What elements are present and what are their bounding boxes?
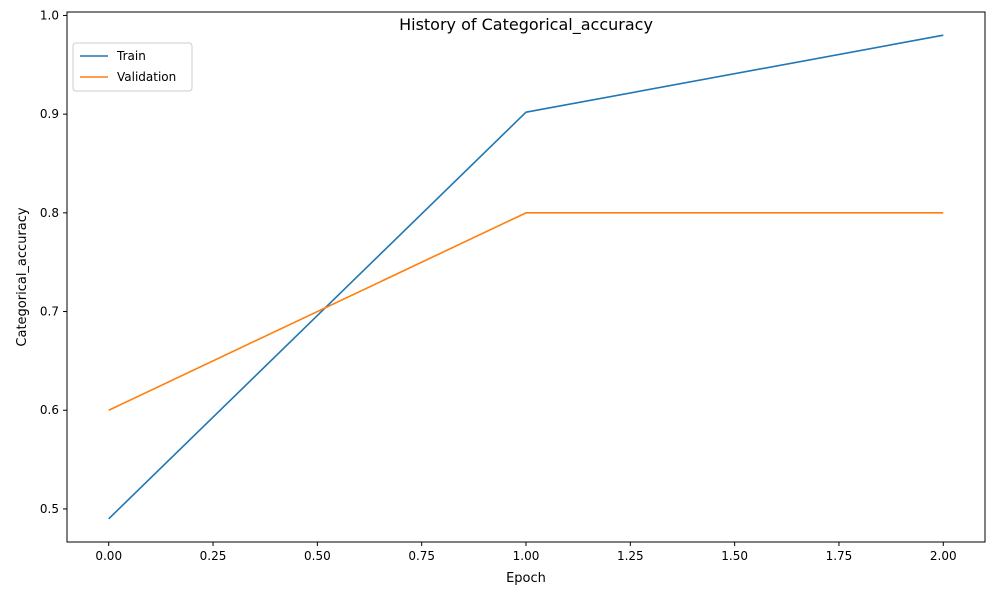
x-tick-label: 0.75 (408, 549, 435, 563)
y-axis-label: Categorical_accuracy (15, 207, 30, 346)
x-tick-label: 1.25 (617, 549, 644, 563)
x-tick-label: 0.00 (95, 549, 122, 563)
series-line-train (108, 34, 944, 520)
y-tick-label: 0.5 (40, 502, 59, 516)
x-axis-label: Epoch (506, 571, 546, 586)
x-tick-label: 1.75 (826, 549, 853, 563)
y-axis-ticks: 0.5 0.6 0.7 0.8 0.9 1.0 (40, 8, 67, 516)
axes-frame (66, 11, 986, 543)
x-tick-label: 0.25 (200, 549, 227, 563)
y-tick-label: 0.6 (40, 403, 59, 417)
x-tick-label: 2.00 (930, 549, 957, 563)
x-tick-label: 1.00 (513, 549, 540, 563)
y-tick-label: 0.7 (40, 305, 59, 319)
legend-label-validation: Validation (117, 70, 176, 84)
chart-title: History of Categorical_accuracy (399, 15, 653, 35)
plot-lines (108, 34, 944, 520)
legend-frame (72, 42, 193, 92)
series-line-validation (108, 212, 944, 411)
y-tick-label: 0.8 (40, 206, 59, 220)
legend: Train Validation (72, 42, 193, 92)
y-tick-label: 0.9 (40, 107, 59, 121)
x-tick-label: 1.50 (721, 549, 748, 563)
y-tick-label: 1.0 (40, 8, 59, 22)
x-axis-ticks: 0.00 0.25 0.50 0.75 1.00 1.25 1.50 1.75 2.00 (95, 542, 957, 563)
x-tick-label: 0.50 (304, 549, 331, 563)
legend-label-train: Train (116, 49, 146, 63)
